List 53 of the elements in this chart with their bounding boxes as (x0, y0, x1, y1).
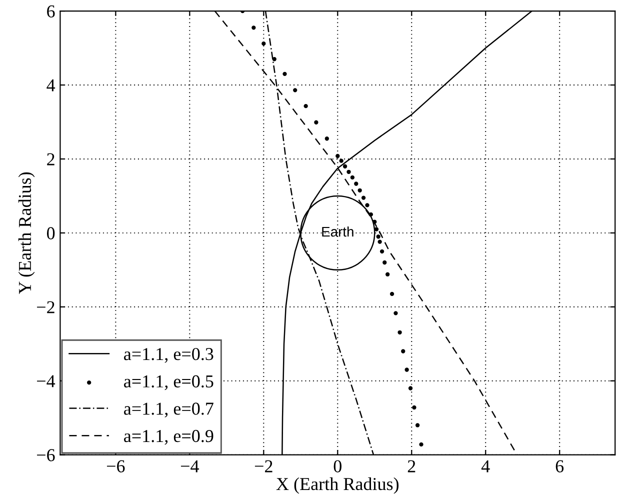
legend-label: a=1.1, e=0.5 (124, 375, 214, 390)
point (380, 249, 384, 254)
x-tick-label: −4 (180, 460, 199, 472)
point (398, 330, 402, 334)
legend-label: a=1.1, e=0.3 (124, 348, 214, 363)
point (408, 386, 413, 390)
point (354, 182, 358, 186)
point (382, 260, 387, 265)
y-tick-label: 4 (46, 79, 56, 92)
y-tick-label: −2 (37, 301, 54, 314)
point (394, 311, 398, 316)
point (262, 42, 266, 46)
y-tick-label: 6 (47, 5, 55, 18)
point (361, 196, 366, 200)
point (346, 170, 351, 174)
x-tick-label: 0 (334, 460, 342, 472)
point (350, 175, 355, 180)
point (401, 349, 406, 354)
point (342, 164, 348, 168)
annotation: Earth (322, 226, 354, 237)
point (252, 26, 256, 30)
y-tick-label: 0 (46, 227, 55, 240)
legend-label: a=1.1, e=0.7 (124, 402, 214, 418)
point (385, 272, 390, 276)
y-tick-label: −6 (37, 449, 55, 462)
point (282, 72, 287, 76)
y-tick-label: 2 (47, 153, 54, 166)
point (314, 120, 318, 124)
point (378, 240, 382, 244)
x-tick-label: −6 (106, 460, 125, 472)
y-axis-title: Y (Earth Radius) (18, 172, 35, 294)
x-tick-label: 6 (556, 460, 564, 472)
x-tick-label: 2 (408, 460, 416, 472)
point (272, 57, 276, 62)
legend-label: a=1.1, e=0.9 (124, 430, 214, 445)
x-tick-label: 4 (481, 460, 490, 472)
x-tick-label: −2 (254, 460, 272, 472)
point (390, 292, 394, 296)
point (412, 405, 416, 410)
point (415, 423, 420, 428)
point (358, 188, 362, 192)
point (336, 154, 340, 158)
point (376, 234, 380, 239)
point (419, 442, 424, 447)
point (324, 136, 329, 141)
point (404, 368, 409, 372)
point (304, 104, 308, 108)
point (339, 158, 344, 163)
point (365, 203, 370, 208)
point (293, 88, 298, 92)
point (374, 227, 379, 232)
x-axis-title: X (Earth Radius) (276, 477, 399, 494)
y-tick-label: −4 (37, 375, 56, 388)
